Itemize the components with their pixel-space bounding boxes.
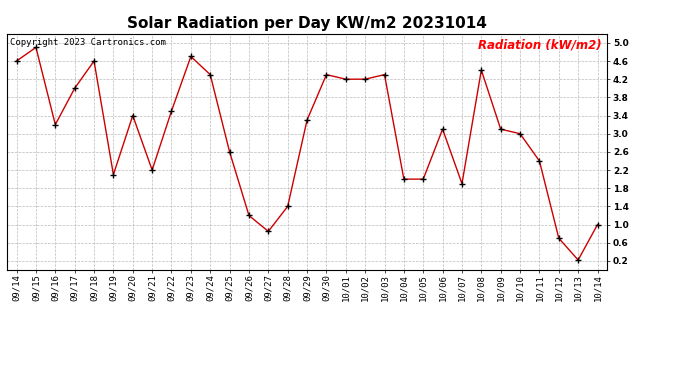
Text: Radiation (kW/m2): Radiation (kW/m2) [477,39,601,51]
Title: Solar Radiation per Day KW/m2 20231014: Solar Radiation per Day KW/m2 20231014 [127,16,487,31]
Text: Copyright 2023 Cartronics.com: Copyright 2023 Cartronics.com [10,39,166,48]
